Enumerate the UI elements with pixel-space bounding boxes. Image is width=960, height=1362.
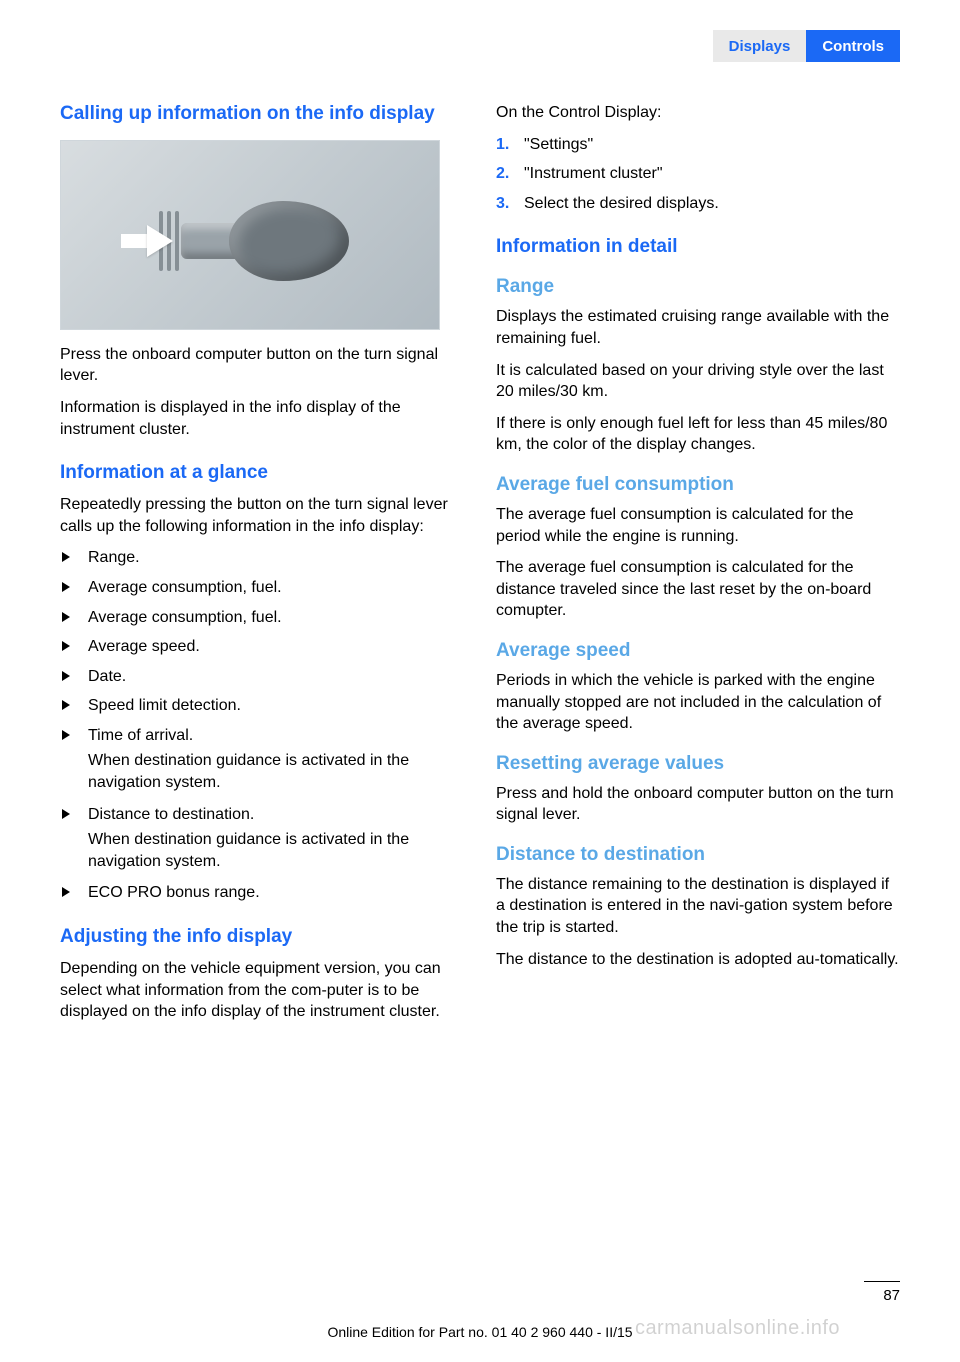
- list-item: Average speed.: [60, 636, 464, 658]
- list-item: Range.: [60, 547, 464, 569]
- content-columns: Calling up information on the info displ…: [60, 30, 900, 1033]
- list-item: Date.: [60, 666, 464, 688]
- text-range-1: Displays the estimated cruising range av…: [496, 306, 900, 349]
- list-item: Speed limit detection.: [60, 695, 464, 717]
- text-press-button: Press the onboard computer button on the…: [60, 344, 464, 387]
- right-column: On the Control Display: 1. "Settings" 2. "…: [496, 102, 900, 1033]
- list-item-label: Distance to destination.: [88, 806, 254, 823]
- subheading-avg-fuel: Average fuel consumption: [496, 474, 900, 496]
- list-item-label: Average consumption, fuel.: [88, 609, 282, 626]
- text-repeat-press: Repeatedly pressing the button on the tu…: [60, 494, 464, 537]
- text-avgfuel-1: The average fuel consumption is calculat…: [496, 504, 900, 547]
- illustration-turn-signal-lever: [60, 140, 440, 330]
- heading-calling-up: Calling up information on the info displ…: [60, 102, 464, 126]
- list-item: Average consumption, fuel.: [60, 577, 464, 599]
- text-dist-1: The distance remaining to the destinatio…: [496, 874, 900, 939]
- list-item: 2. "Instrument cluster": [496, 163, 900, 185]
- text-info-displayed: Information is displayed in the info dis…: [60, 397, 464, 440]
- list-item-sub: When destination guidance is activated i…: [88, 750, 464, 793]
- tab-displays: Displays: [713, 30, 807, 62]
- step-number: 2.: [496, 163, 509, 185]
- step-text: Select the desired displays.: [524, 195, 719, 212]
- heading-info-glance: Information at a glance: [60, 462, 464, 484]
- page-number: 87: [883, 1287, 900, 1304]
- subheading-range: Range: [496, 276, 900, 298]
- left-column: Calling up information on the info displ…: [60, 102, 464, 1033]
- page-number-rule: [864, 1281, 900, 1282]
- arrow-icon: [147, 225, 173, 257]
- glance-list: Range. Average consumption, fuel. Averag…: [60, 547, 464, 904]
- heading-adjusting: Adjusting the info display: [60, 926, 464, 948]
- list-item-label: Average consumption, fuel.: [88, 579, 282, 596]
- list-item: Time of arrival. When destination guidan…: [60, 725, 464, 794]
- text-reset: Press and hold the onboard computer butt…: [496, 783, 900, 826]
- list-item: 3. Select the desired displays.: [496, 193, 900, 215]
- subheading-avg-speed: Average speed: [496, 640, 900, 662]
- text-avgspeed: Periods in which the vehicle is parked w…: [496, 670, 900, 735]
- list-item-sub: When destination guidance is activated i…: [88, 829, 464, 872]
- text-avgfuel-2: The average fuel consumption is calculat…: [496, 557, 900, 622]
- text-range-2: It is calculated based on your driving s…: [496, 360, 900, 403]
- list-item-label: Date.: [88, 668, 126, 685]
- list-item: ECO PRO bonus range.: [60, 882, 464, 904]
- list-item-label: Range.: [88, 549, 140, 566]
- list-item: 1. "Settings": [496, 134, 900, 156]
- steps-list: 1. "Settings" 2. "Instrument cluster" 3. Se…: [496, 134, 900, 215]
- subheading-distance: Distance to destination: [496, 844, 900, 866]
- step-text: "Settings": [524, 136, 593, 153]
- lever-knob-icon: [229, 201, 349, 281]
- step-text: "Instrument cluster": [524, 165, 663, 182]
- step-number: 1.: [496, 134, 509, 156]
- text-range-3: If there is only enough fuel left for le…: [496, 413, 900, 456]
- list-item: Distance to destination. When destinatio…: [60, 804, 464, 873]
- text-dist-2: The distance to the destination is adopt…: [496, 949, 900, 971]
- step-number: 3.: [496, 193, 509, 215]
- list-item-label: Time of arrival.: [88, 727, 193, 744]
- tab-controls: Controls: [806, 30, 900, 62]
- heading-info-detail: Information in detail: [496, 236, 900, 258]
- header-tabs: Displays Controls: [713, 30, 900, 62]
- page: Displays Controls Calling up information…: [0, 0, 960, 1362]
- footer-line: Online Edition for Part no. 01 40 2 960 …: [0, 1324, 960, 1340]
- list-item: Average consumption, fuel.: [60, 607, 464, 629]
- list-item-label: ECO PRO bonus range.: [88, 884, 260, 901]
- list-item-label: Speed limit detection.: [88, 697, 241, 714]
- list-item-label: Average speed.: [88, 638, 200, 655]
- subheading-reset: Resetting average values: [496, 753, 900, 775]
- text-on-control-display: On the Control Display:: [496, 102, 900, 124]
- text-adjusting: Depending on the vehicle equipment versi…: [60, 958, 464, 1023]
